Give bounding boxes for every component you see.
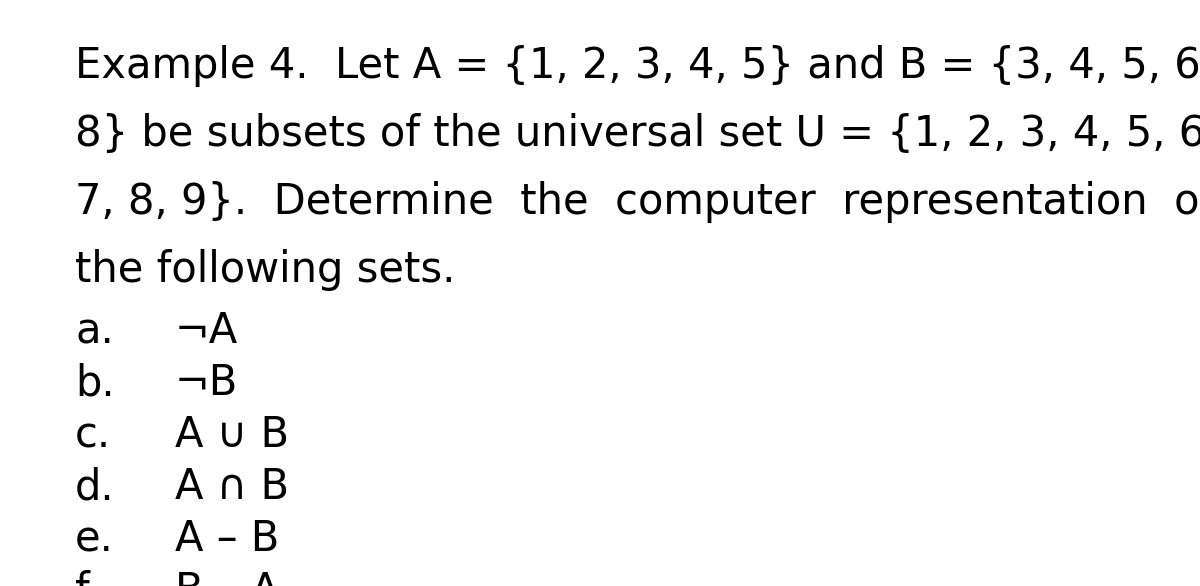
Text: B – A: B – A <box>175 570 280 586</box>
Text: A ∪ B: A ∪ B <box>175 414 289 456</box>
Text: ¬A: ¬A <box>175 310 239 352</box>
Text: 7, 8, 9}.  Determine  the  computer  representation  of: 7, 8, 9}. Determine the computer represe… <box>74 181 1200 223</box>
Text: b.: b. <box>74 362 115 404</box>
Text: A ∩ B: A ∩ B <box>175 466 289 508</box>
Text: a.: a. <box>74 310 114 352</box>
Text: Example 4.  Let A = {1, 2, 3, 4, 5} and B = {3, 4, 5, 6, 7,: Example 4. Let A = {1, 2, 3, 4, 5} and B… <box>74 45 1200 87</box>
Text: the following sets.: the following sets. <box>74 249 455 291</box>
Text: d.: d. <box>74 466 115 508</box>
Text: A – B: A – B <box>175 518 280 560</box>
Text: e.: e. <box>74 518 114 560</box>
Text: ¬B: ¬B <box>175 362 239 404</box>
Text: 8} be subsets of the universal set U = {1, 2, 3, 4, 5, 6,: 8} be subsets of the universal set U = {… <box>74 113 1200 155</box>
Text: c.: c. <box>74 414 112 456</box>
Text: f.: f. <box>74 570 100 586</box>
